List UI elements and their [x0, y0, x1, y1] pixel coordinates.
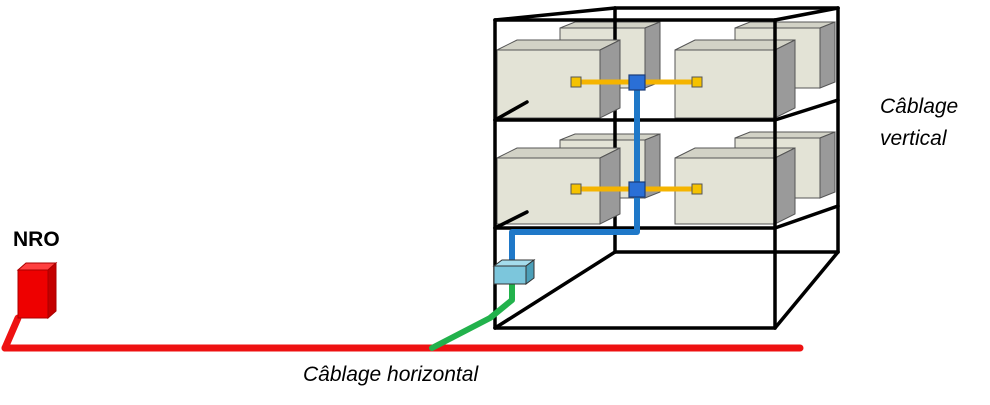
outlet-mid-left	[570, 183, 582, 195]
nro-label: NRO	[13, 228, 60, 251]
outlet-mid-right	[691, 183, 703, 195]
branch-cable	[429, 282, 515, 351]
nro-drop-cable	[1, 314, 22, 352]
building-front-units	[496, 39, 796, 225]
outlet-top-right	[691, 76, 703, 88]
vertical-cabling-label-line2: vertical	[880, 127, 948, 150]
entry-box	[492, 259, 536, 285]
junction-top	[628, 74, 646, 91]
horizontal-cabling-label: Câblage horizontal	[303, 363, 479, 386]
dwelling-front-mid-left	[496, 147, 621, 225]
riser-junctions	[628, 74, 646, 198]
outlet-top-left	[570, 76, 582, 88]
horizontal-cabling	[1, 314, 804, 352]
nro-box	[16, 261, 58, 320]
riser-cable	[509, 82, 640, 270]
dwelling-front-top-left	[496, 39, 621, 119]
vertical-cabling-label-line1: Câblage	[880, 95, 958, 118]
junction-middle	[628, 181, 646, 198]
